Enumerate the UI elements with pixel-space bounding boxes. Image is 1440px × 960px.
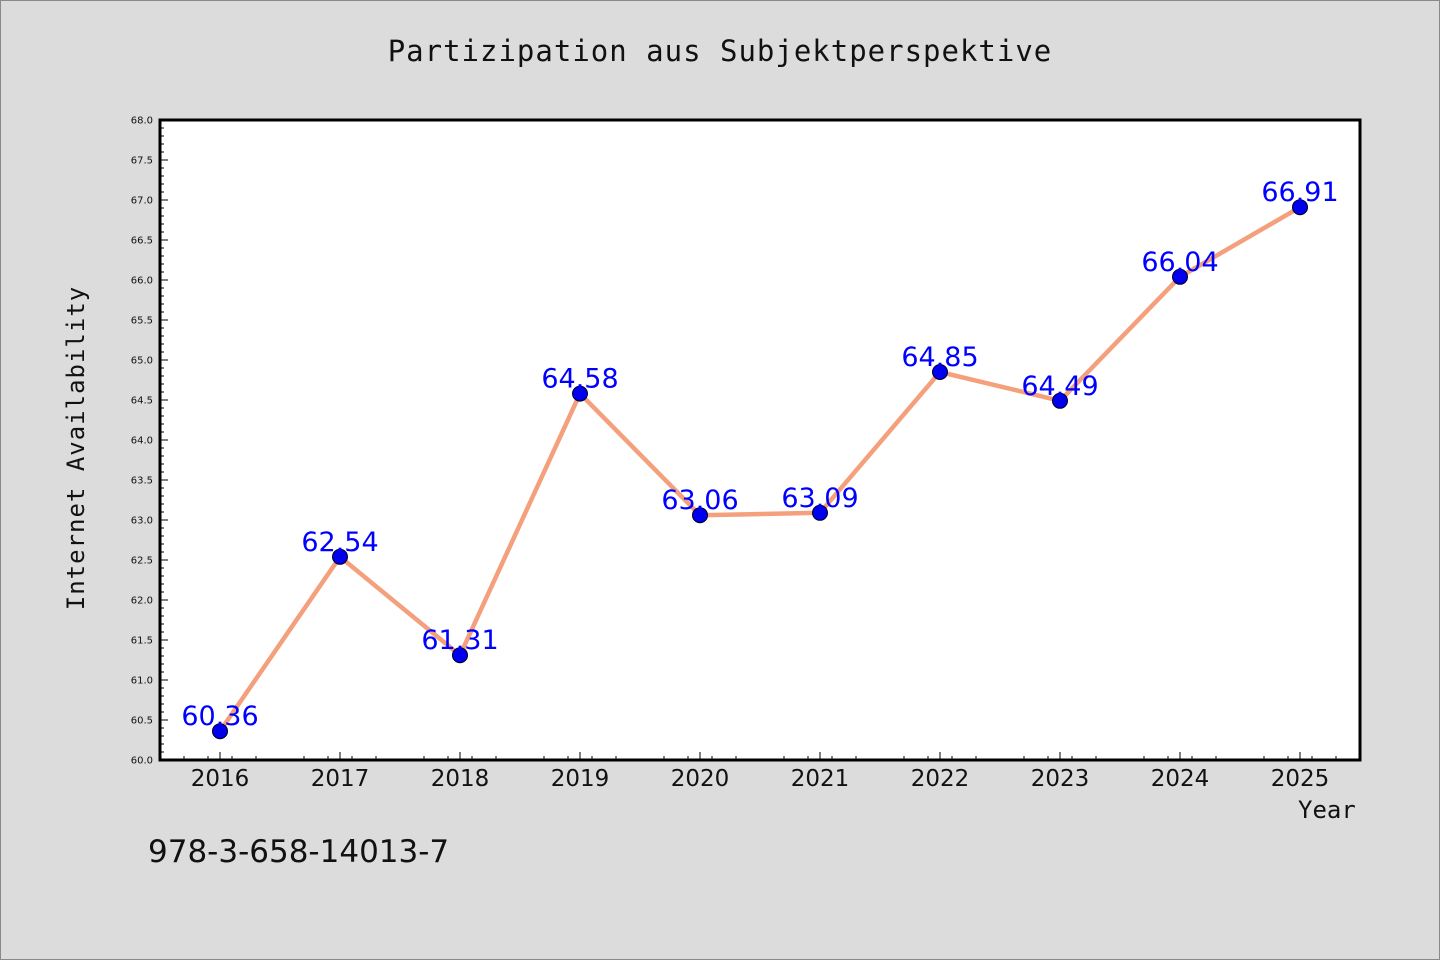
series-line (217, 204, 1303, 734)
data-label: 64.58 (541, 364, 618, 395)
plot-frame (158, 118, 1362, 762)
x-tick-label: 2025 (1271, 766, 1330, 792)
x-tick-label: 2019 (551, 766, 610, 792)
y-tick-label: 60.5 (131, 716, 153, 727)
y-tick-label: 66.5 (131, 236, 153, 247)
y-tick-label: 64.5 (131, 396, 153, 407)
y-tick-label: 63.5 (131, 476, 153, 487)
x-tick-label: 2017 (311, 766, 370, 792)
data-label: 61.31 (421, 625, 498, 656)
data-label: 64.85 (901, 342, 978, 373)
data-point (1292, 199, 1308, 216)
plot-area (160, 120, 1360, 760)
y-tick-label: 68.0 (131, 116, 153, 127)
x-tick-label: 2024 (1151, 766, 1210, 792)
x-tick-label: 2023 (1031, 766, 1090, 792)
data-point (212, 723, 228, 740)
data-label: 64.49 (1021, 371, 1098, 402)
x-tick-label: 2018 (431, 766, 490, 792)
x-tick-label: 2020 (671, 766, 730, 792)
data-label: 66.91 (1261, 177, 1338, 208)
y-tick-label: 64.0 (131, 436, 153, 447)
data-label: 60.36 (181, 701, 258, 732)
y-tick-label: 65.0 (131, 356, 153, 367)
y-tick-label: 61.0 (131, 676, 153, 687)
x-tick-label: 2022 (911, 766, 970, 792)
x-tick-label: 2021 (791, 766, 850, 792)
y-tick-label: 67.5 (131, 156, 153, 167)
y-tick-label: 61.5 (131, 636, 153, 647)
y-tick-label: 62.0 (131, 596, 153, 607)
y-axis-label: Internet Availability (62, 285, 90, 611)
data-point (812, 504, 828, 521)
y-tick-label: 60.0 (131, 756, 153, 767)
x-axis-label: Year (1298, 796, 1356, 824)
data-point (692, 507, 708, 524)
y-tick-label: 66.0 (131, 276, 153, 287)
data-point (1172, 268, 1188, 285)
data-label: 62.54 (301, 527, 378, 558)
data-point (452, 647, 468, 664)
data-point (1052, 392, 1068, 409)
x-tick-label: 2016 (191, 766, 250, 792)
data-point (572, 385, 588, 402)
y-tick-label: 67.0 (131, 196, 153, 207)
data-point (332, 548, 348, 565)
y-tick-label: 63.0 (131, 516, 153, 527)
data-label: 63.06 (661, 485, 738, 516)
data-label: 63.09 (781, 483, 858, 514)
y-tick-label: 65.5 (131, 316, 153, 327)
chart-title: Partizipation aus Subjektperspektive (387, 34, 1053, 68)
isbn-text: 978-3-658-14013-7 (148, 834, 450, 870)
y-tick-label: 62.5 (131, 556, 153, 567)
data-label: 66.04 (1141, 247, 1218, 278)
data-point (932, 364, 948, 380)
